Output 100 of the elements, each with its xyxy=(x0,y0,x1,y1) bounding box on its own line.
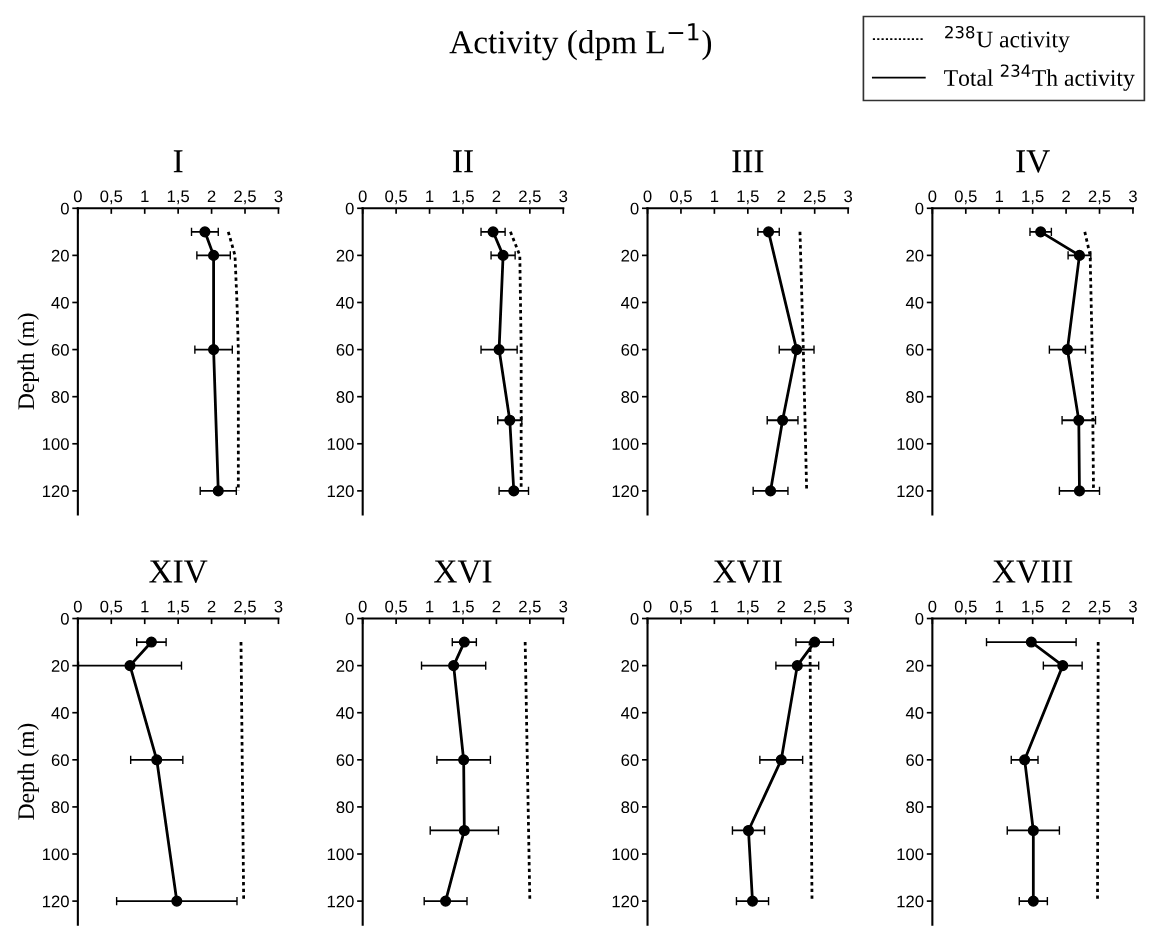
point xyxy=(791,660,803,672)
y-tick-label: 120 xyxy=(612,895,639,908)
y-tick-label: 100 xyxy=(42,438,69,450)
y-tick-label: 60 xyxy=(51,343,69,356)
point xyxy=(208,344,220,356)
y-tick-label: 80 xyxy=(336,801,354,814)
y-tick-label: 100 xyxy=(897,438,924,450)
y-tick-label: 100 xyxy=(327,438,354,450)
y-axis-title: Depth (m) xyxy=(17,723,39,820)
chart-title: XIV xyxy=(149,560,208,583)
x-tick-label: 1,5 xyxy=(1022,600,1044,615)
y-tick-label: 120 xyxy=(42,895,69,908)
x-tick-label: 2 xyxy=(777,190,786,203)
point xyxy=(208,249,220,261)
x-tick-label: 2,5 xyxy=(1088,190,1111,205)
point xyxy=(791,344,803,356)
y-tick-label: 120 xyxy=(327,485,354,498)
chart-title: XVII xyxy=(713,560,782,583)
x-tick-label: 3 xyxy=(274,190,283,203)
point xyxy=(199,226,211,238)
x-tick-label: 2 xyxy=(492,190,501,203)
y-tick-label: 60 xyxy=(906,343,924,356)
y-tick-label: 20 xyxy=(51,660,69,672)
x-tick-label: 2 xyxy=(1062,600,1070,613)
x-tick-label: 2,5 xyxy=(519,600,541,615)
x-tick-label: 2,5 xyxy=(803,600,826,615)
point xyxy=(458,636,470,648)
x-tick-label: 2 xyxy=(1062,190,1070,203)
x-tick-label: 0,5 xyxy=(100,600,123,615)
x-tick-label: 0,5 xyxy=(954,190,977,205)
x-tick-label: 2,5 xyxy=(234,600,256,615)
x-tick-label: 1,5 xyxy=(737,190,759,205)
y-tick-label: 80 xyxy=(336,391,354,403)
point xyxy=(1073,485,1086,497)
y-tick-label: 80 xyxy=(906,391,924,403)
x-tick-label: 3 xyxy=(559,600,568,613)
x-tick-label: 1 xyxy=(711,190,719,203)
y-tick-label: 40 xyxy=(51,707,69,719)
x-tick-label: 2 xyxy=(207,600,216,613)
y-tick-label: 20 xyxy=(621,249,639,262)
x-tick-label: 3 xyxy=(1128,600,1137,613)
x-tick-label: 1 xyxy=(995,190,1004,203)
x-tick-label: 1,5 xyxy=(1022,190,1044,205)
chart-title: XVI xyxy=(434,560,492,583)
point xyxy=(1027,824,1039,837)
y-tick-label: 60 xyxy=(906,754,924,767)
y-tick-label: 120 xyxy=(327,895,354,908)
y-tick-label: 120 xyxy=(897,485,924,498)
x-tick-label: 1 xyxy=(141,600,149,613)
y-tick-label: 20 xyxy=(906,249,924,262)
point xyxy=(1073,249,1086,261)
y-tick-label: 80 xyxy=(51,391,69,403)
x-tick-label: 1,5 xyxy=(452,190,474,205)
legend-label: Total $^{234}$Th activity xyxy=(944,64,1135,91)
y-tick-label: 20 xyxy=(51,249,69,262)
text: Activity (dpm L$^{−1}$) xyxy=(449,23,712,61)
y-tick-label: 40 xyxy=(621,296,639,309)
x-tick-label: 0 xyxy=(73,600,82,613)
chart-title: IV xyxy=(1016,150,1050,173)
x-tick-label: 2,5 xyxy=(1088,600,1111,615)
point xyxy=(497,249,509,261)
y-tick-label: 80 xyxy=(621,391,639,403)
y-tick-label: 40 xyxy=(905,296,924,309)
y-tick-label: 0 xyxy=(60,612,69,625)
x-tick-label: 1,5 xyxy=(452,600,474,615)
x-tick-label: 2 xyxy=(207,190,216,203)
x-tick-label: 1 xyxy=(995,600,1004,613)
point xyxy=(809,636,821,648)
y-tick-label: 80 xyxy=(621,801,639,814)
x-tick-label: 3 xyxy=(844,600,853,613)
y-tick-label: 0 xyxy=(345,202,354,215)
y-tick-label: 0 xyxy=(630,202,639,215)
y-axis-title: Depth (m) xyxy=(17,313,39,410)
point xyxy=(448,660,460,672)
point xyxy=(145,636,157,648)
x-tick-label: 3 xyxy=(274,600,283,613)
x-tick-label: 3 xyxy=(844,190,853,203)
point xyxy=(171,895,183,907)
x-tick-label: 2,5 xyxy=(803,190,826,205)
x-tick-label: 0 xyxy=(643,190,652,203)
y-tick-label: 100 xyxy=(327,848,354,861)
legend-label: $^{238}$U activity xyxy=(945,25,1070,53)
point xyxy=(487,226,499,238)
point xyxy=(1019,754,1031,766)
point xyxy=(775,754,787,766)
y-tick-label: 100 xyxy=(42,848,69,861)
y-tick-label: 60 xyxy=(621,343,639,356)
x-tick-label: 0,5 xyxy=(670,600,692,615)
y-tick-label: 100 xyxy=(612,438,639,450)
point xyxy=(124,660,136,672)
point xyxy=(777,414,789,426)
chart-title: XVIII xyxy=(992,560,1073,583)
chart-title: II xyxy=(453,150,473,173)
y-tick-label: 0 xyxy=(345,612,354,625)
y-tick-label: 60 xyxy=(51,754,69,767)
point xyxy=(1025,636,1037,648)
x-tick-label: 0,5 xyxy=(100,190,123,205)
y-tick-label: 80 xyxy=(906,801,924,814)
x-tick-label: 1,5 xyxy=(167,190,190,205)
y-tick-label: 40 xyxy=(336,707,354,719)
